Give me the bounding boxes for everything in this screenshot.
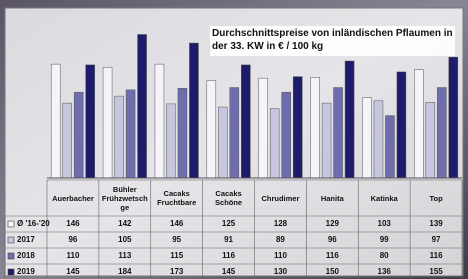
x-tick-label: Top: [429, 193, 443, 203]
table-value: 96: [328, 235, 337, 244]
bar: [414, 69, 424, 179]
legend-label: 2017: [17, 235, 35, 244]
table-value: 110: [66, 251, 79, 260]
bar: [102, 66, 113, 179]
bar: [321, 102, 332, 179]
table-value: 110: [274, 251, 287, 260]
bar: [125, 89, 136, 179]
bar: [206, 80, 217, 179]
category-cell: Katinka: [370, 193, 398, 203]
table-value: 142: [118, 219, 132, 228]
bar: [154, 63, 165, 179]
bar: [373, 100, 384, 179]
bar: [62, 102, 72, 179]
table-value: 146: [170, 219, 184, 228]
bar: [166, 103, 176, 179]
table-value: 113: [118, 251, 131, 260]
bar: [385, 115, 395, 179]
title-wrap: Durchschnittspreise von inländischen Pfl…: [212, 28, 453, 52]
table-value: 96: [68, 235, 77, 244]
table-value: 139: [429, 219, 443, 228]
table-value: 184: [118, 267, 132, 276]
legend-label: Ø '16-'20: [17, 219, 50, 228]
table-value: 173: [170, 267, 184, 276]
category-cell: Top: [429, 193, 443, 203]
bar: [73, 91, 84, 179]
table-value: 146: [66, 219, 80, 228]
legend-key: [7, 220, 15, 228]
table-value: 116: [430, 251, 443, 260]
x-tick-label: Chrudimer: [261, 193, 300, 203]
legend-label: 2019: [17, 267, 35, 276]
table-value: 80: [380, 251, 389, 260]
bar: [448, 56, 459, 179]
x-tick-label: Cacaks Schöne: [215, 189, 243, 207]
table-value: 130: [274, 267, 288, 276]
bar: [292, 76, 303, 179]
bar: [437, 87, 447, 179]
table-value: 145: [222, 267, 236, 276]
bar: [344, 60, 355, 179]
table-value: 91: [224, 235, 233, 244]
x-tick-label: Hanita: [320, 193, 344, 203]
category-cell: Bühler Frühzwetschge: [101, 184, 148, 212]
table-value: 116: [326, 251, 339, 260]
x-tick-label: Cacaks Fruchtbare: [157, 189, 197, 207]
bar: [177, 88, 188, 179]
bar: [241, 64, 251, 179]
title-box: [210, 26, 455, 56]
bar: [218, 106, 228, 179]
table-value: 136: [378, 267, 392, 276]
bar: [85, 64, 95, 179]
legend-key: [7, 268, 15, 276]
category-cell: Cacaks Schöne: [215, 189, 243, 207]
table-value: 95: [172, 235, 181, 244]
table-value: 116: [222, 251, 235, 260]
table-value: 129: [326, 219, 340, 228]
bar: [50, 63, 61, 179]
table-value: 103: [378, 219, 392, 228]
bar: [229, 87, 240, 179]
table-value: 125: [222, 219, 236, 228]
table-value: 150: [326, 267, 340, 276]
x-tick-label: Auerbacher: [52, 193, 94, 203]
table-value: 145: [66, 267, 80, 276]
table-value: 97: [432, 235, 441, 244]
table-value: 128: [274, 219, 288, 228]
table-value: 99: [380, 235, 389, 244]
x-tick-label: Bühler Frühzwetschge: [101, 184, 148, 212]
legend-label: 2018: [17, 251, 35, 260]
bar: [189, 42, 199, 179]
table-value: 115: [170, 251, 183, 260]
bar: [114, 95, 124, 179]
bar: [137, 34, 147, 179]
x-tick-label: Katinka: [370, 193, 398, 203]
table-value: 105: [118, 235, 132, 244]
bar: [281, 91, 291, 179]
bar: [310, 77, 320, 179]
legend-key: [7, 236, 15, 244]
bar: [362, 97, 372, 179]
chart-title: Durchschnittspreise von inländischen Pfl…: [212, 28, 453, 52]
bar: [333, 87, 343, 179]
bar: [425, 102, 436, 179]
table-value: 155: [429, 267, 443, 276]
bar: [269, 108, 280, 179]
category-cell: Chrudimer: [261, 193, 300, 203]
table-value: 89: [276, 235, 285, 244]
bar: [258, 77, 268, 179]
bar: [396, 71, 407, 179]
category-cell: Cacaks Fruchtbare: [157, 189, 197, 207]
category-cell: Auerbacher: [52, 193, 94, 203]
category-cell: Hanita: [320, 193, 344, 203]
legend-key: [7, 252, 15, 260]
